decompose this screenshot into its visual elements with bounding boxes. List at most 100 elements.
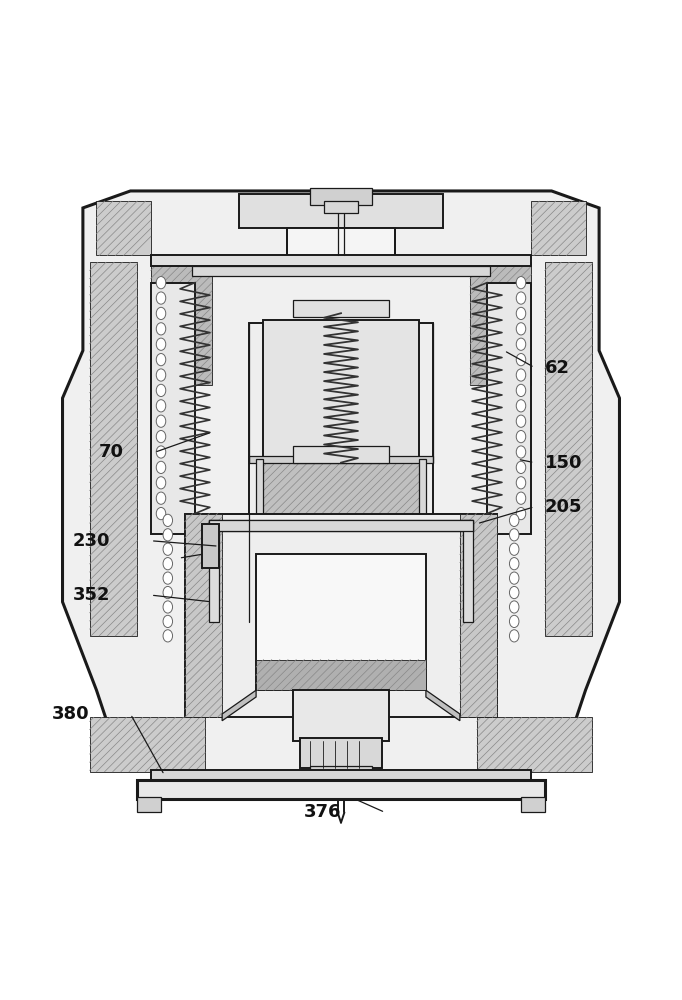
Bar <box>317 776 365 791</box>
Bar <box>151 283 195 534</box>
Ellipse shape <box>163 558 173 570</box>
Ellipse shape <box>163 601 173 613</box>
Ellipse shape <box>163 572 173 584</box>
Bar <box>209 520 219 622</box>
Ellipse shape <box>509 558 519 570</box>
Bar <box>310 188 372 205</box>
Ellipse shape <box>509 601 519 613</box>
Polygon shape <box>222 690 256 721</box>
Ellipse shape <box>156 415 166 427</box>
Ellipse shape <box>163 586 173 599</box>
Bar <box>256 554 426 690</box>
Ellipse shape <box>509 529 519 541</box>
Ellipse shape <box>156 338 166 350</box>
Ellipse shape <box>516 292 526 304</box>
Bar <box>209 520 473 531</box>
Text: 230: 230 <box>72 532 110 550</box>
Bar <box>96 201 151 255</box>
Ellipse shape <box>163 630 173 642</box>
Bar <box>259 463 423 527</box>
Bar <box>545 262 592 636</box>
Ellipse shape <box>509 615 519 628</box>
Ellipse shape <box>516 492 526 504</box>
Ellipse shape <box>516 461 526 474</box>
PathPatch shape <box>63 191 619 782</box>
Bar <box>293 690 389 741</box>
Ellipse shape <box>163 514 173 526</box>
Ellipse shape <box>516 400 526 412</box>
Ellipse shape <box>516 369 526 381</box>
Bar <box>185 514 497 717</box>
Ellipse shape <box>156 430 166 443</box>
Ellipse shape <box>516 430 526 443</box>
Bar <box>185 514 222 717</box>
Bar <box>256 459 263 527</box>
Bar <box>310 766 372 778</box>
Ellipse shape <box>156 369 166 381</box>
Ellipse shape <box>156 400 166 412</box>
Bar <box>90 262 137 636</box>
Bar <box>521 797 545 812</box>
Ellipse shape <box>516 384 526 397</box>
Ellipse shape <box>516 507 526 520</box>
Ellipse shape <box>156 323 166 335</box>
Text: 380: 380 <box>52 705 90 723</box>
Bar <box>151 770 531 782</box>
Bar <box>487 283 531 534</box>
Bar <box>293 300 389 317</box>
Ellipse shape <box>516 277 526 289</box>
Bar <box>324 201 358 213</box>
Bar <box>250 323 432 622</box>
Bar <box>263 320 419 463</box>
Text: 376: 376 <box>303 803 341 821</box>
Bar <box>209 520 473 531</box>
Ellipse shape <box>156 277 166 289</box>
Ellipse shape <box>156 477 166 489</box>
Text: 150: 150 <box>545 454 582 472</box>
Ellipse shape <box>156 492 166 504</box>
Ellipse shape <box>156 507 166 520</box>
Bar <box>286 228 396 259</box>
Bar <box>293 446 389 463</box>
Ellipse shape <box>163 615 173 628</box>
Bar <box>256 660 426 690</box>
Ellipse shape <box>516 415 526 427</box>
Bar <box>419 459 426 527</box>
Ellipse shape <box>163 529 173 541</box>
Ellipse shape <box>163 543 173 555</box>
Ellipse shape <box>509 572 519 584</box>
Bar <box>151 262 212 385</box>
Bar <box>151 255 531 266</box>
Ellipse shape <box>516 323 526 335</box>
Ellipse shape <box>156 446 166 458</box>
Bar <box>460 514 497 717</box>
Ellipse shape <box>509 630 519 642</box>
Bar <box>90 717 205 772</box>
Text: 70: 70 <box>99 443 123 461</box>
Ellipse shape <box>516 307 526 320</box>
Text: 205: 205 <box>545 498 582 516</box>
Text: 352: 352 <box>72 586 110 604</box>
Ellipse shape <box>156 292 166 304</box>
Polygon shape <box>426 690 460 721</box>
Ellipse shape <box>156 384 166 397</box>
Bar <box>477 717 592 772</box>
Ellipse shape <box>516 477 526 489</box>
Bar <box>239 194 443 228</box>
Ellipse shape <box>516 338 526 350</box>
Bar <box>250 456 432 463</box>
Ellipse shape <box>516 354 526 366</box>
Bar <box>192 266 490 276</box>
Ellipse shape <box>516 446 526 458</box>
Ellipse shape <box>509 586 519 599</box>
Bar <box>300 738 382 768</box>
Bar <box>137 797 161 812</box>
Bar <box>470 262 531 385</box>
Ellipse shape <box>156 354 166 366</box>
Text: 62: 62 <box>545 359 569 377</box>
Ellipse shape <box>156 461 166 474</box>
Ellipse shape <box>509 543 519 555</box>
Bar <box>463 520 473 622</box>
Bar <box>137 780 545 799</box>
Ellipse shape <box>156 307 166 320</box>
